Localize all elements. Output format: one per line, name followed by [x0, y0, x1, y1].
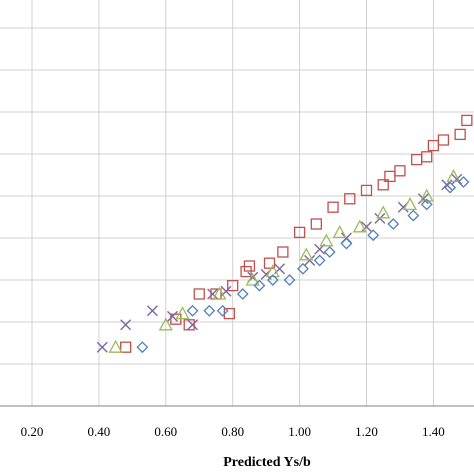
- diamond-marker: [407, 209, 420, 222]
- diamond-marker: [313, 254, 326, 267]
- diamond-marker: [420, 198, 433, 211]
- x-marker: [120, 319, 132, 331]
- diamond-marker: [136, 341, 149, 354]
- square-marker: [394, 165, 406, 177]
- diamond-marker: [340, 237, 353, 250]
- diamond-marker: [297, 262, 309, 275]
- x-tick-label: 1.40: [422, 424, 445, 439]
- square-marker: [293, 226, 306, 239]
- diamond-marker: [236, 288, 249, 300]
- square-marker: [327, 201, 339, 213]
- triangle-marker: [108, 339, 123, 353]
- square-marker: [243, 260, 256, 272]
- square-marker: [277, 246, 289, 258]
- square-marker: [421, 151, 433, 163]
- x-tick-label: 1.20: [355, 424, 378, 439]
- triangle-marker: [265, 264, 280, 278]
- diamond-marker: [367, 229, 380, 242]
- x-marker: [146, 305, 158, 317]
- diamond-marker: [203, 304, 216, 317]
- square-marker: [437, 134, 450, 146]
- x-axis-title: Predicted Ys/b: [223, 455, 311, 470]
- triangle-marker: [376, 205, 391, 219]
- x-marker: [417, 193, 429, 205]
- data-points: [96, 114, 473, 354]
- square-marker: [310, 218, 322, 230]
- triangle-marker: [352, 219, 367, 233]
- x-marker: [187, 319, 199, 331]
- x-tick-labels: 0.20 0.40 0.60 0.80 1.00 1.20 1.40: [21, 424, 445, 439]
- square-marker: [377, 179, 389, 191]
- x-marker: [207, 288, 219, 300]
- square-marker: [183, 319, 195, 331]
- x-marker: [96, 341, 108, 353]
- diamond-marker: [283, 274, 296, 286]
- diamond-marker: [444, 181, 457, 194]
- x-marker: [451, 173, 463, 185]
- x-tick-label: 0.20: [21, 424, 44, 439]
- triangle-marker: [299, 247, 314, 261]
- triangle-marker: [332, 225, 347, 239]
- diamond-marker: [457, 176, 470, 188]
- x-marker: [166, 310, 178, 322]
- triangle-marker: [319, 233, 334, 247]
- x-marker: [361, 221, 372, 233]
- triangle-marker: [419, 188, 434, 202]
- diamond-marker: [323, 246, 336, 258]
- triangle-marker: [446, 169, 461, 183]
- diamond-marker: [216, 304, 229, 317]
- diamond-marker: [253, 279, 266, 292]
- triangle-marker: [212, 286, 227, 300]
- diamond-marker: [266, 274, 279, 286]
- square-marker: [227, 279, 239, 292]
- triangle-marker: [158, 317, 173, 331]
- square-marker: [120, 341, 132, 353]
- x-tick-label: 0.40: [88, 424, 111, 439]
- diamond-marker: [186, 304, 199, 317]
- grid: [0, 0, 474, 406]
- x-tick-label: 0.60: [154, 424, 177, 439]
- square-marker: [454, 128, 466, 141]
- x-tick-label: 1.00: [288, 424, 311, 439]
- square-marker: [461, 114, 473, 127]
- x-tick-label: 0.80: [221, 424, 244, 439]
- square-marker: [263, 257, 276, 269]
- square-marker: [344, 193, 356, 205]
- square-marker: [360, 184, 373, 197]
- diamond-marker: [387, 218, 400, 230]
- square-marker: [411, 153, 423, 166]
- triangle-marker: [245, 272, 260, 286]
- triangle-marker: [402, 197, 418, 211]
- triangle-marker: [175, 306, 190, 320]
- square-marker: [193, 288, 205, 300]
